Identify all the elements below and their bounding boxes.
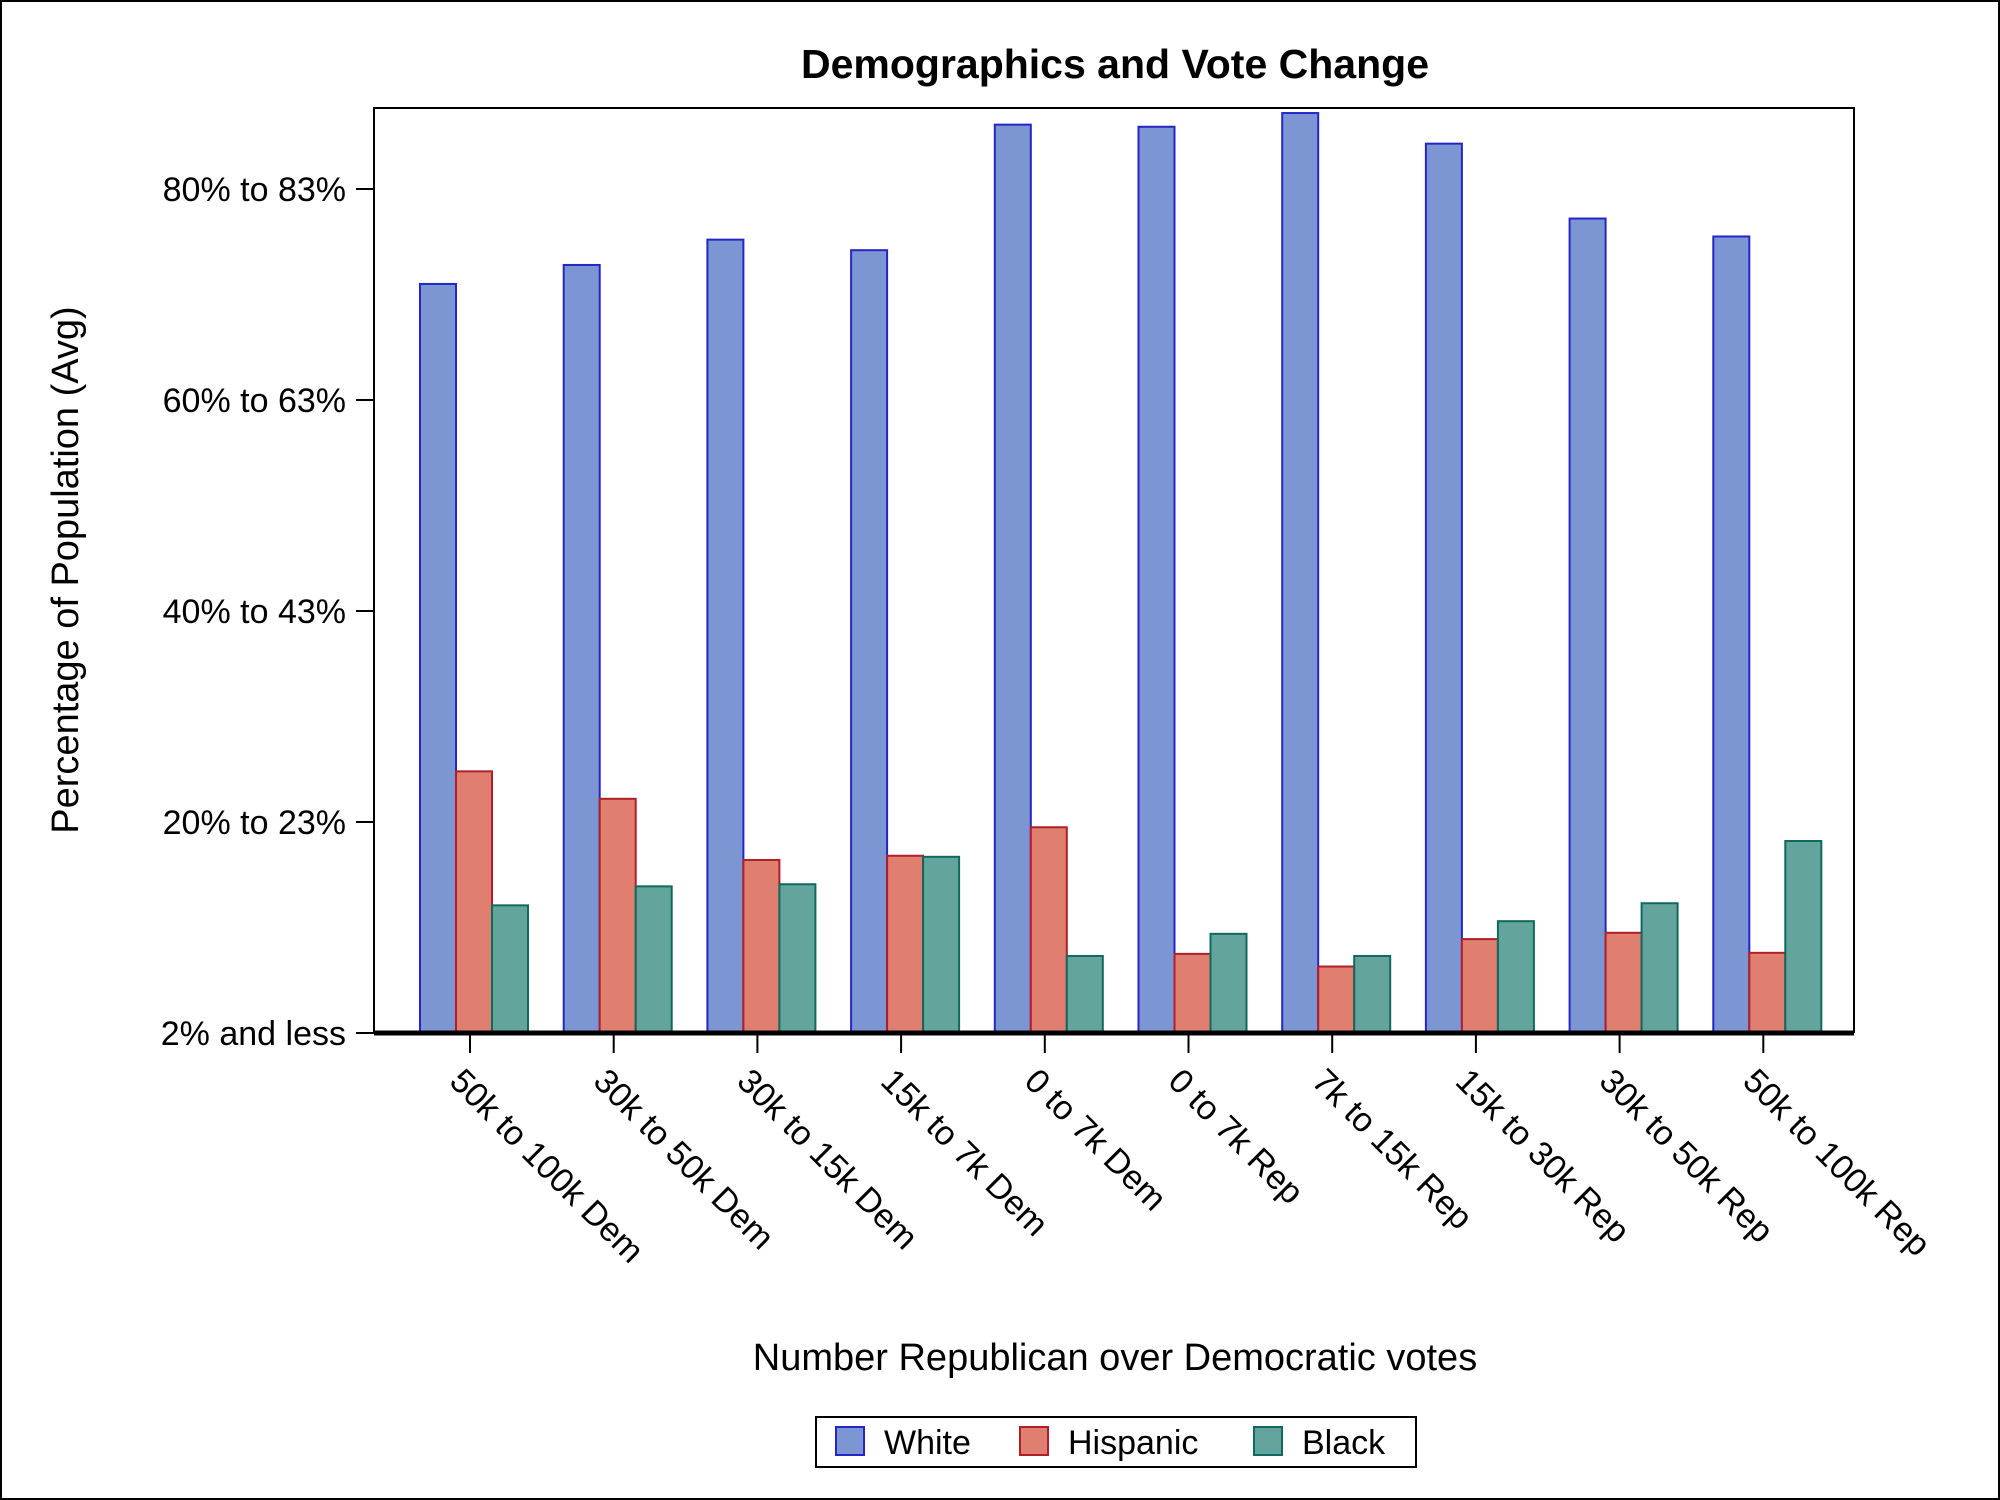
bar-black [1784,839,1823,1034]
bar-white [562,263,601,1034]
y-tick-label: 80% to 83% [163,171,346,209]
bar-black [1209,932,1248,1035]
x-tick-label: 0 to 7k Dem [1017,1062,1173,1218]
bar-hispanic [886,854,925,1035]
y-tick-label: 60% to 63% [163,382,346,420]
bar-hispanic [1173,952,1212,1034]
bar-hispanic [455,770,493,1034]
legend-swatch-black [1253,1426,1283,1456]
chart-title: Demographics and Vote Change [801,41,1429,87]
bar-hispanic [1604,931,1643,1035]
bar-hispanic [1460,938,1499,1034]
legend-label-hispanic: Hispanic [1068,1424,1198,1462]
x-axis-title: Number Republican over Democratic votes [753,1337,1477,1379]
y-axis: 2% and less 20% to 23% 40% to 43% 60% to 63… [161,171,374,1053]
x-tick-label: 0 to 7k Rep [1161,1062,1311,1212]
bar-hispanic [742,858,781,1034]
bar-black [634,885,673,1034]
bar-white [850,249,889,1034]
bar-white [993,123,1032,1034]
bar-white [419,282,457,1034]
bar-black [1496,920,1535,1034]
bar-black [1353,954,1392,1034]
bar-white [1712,235,1751,1035]
y-tick-label: 2% and less [161,1015,346,1053]
bar-hispanic [1029,826,1068,1035]
legend-label-white: White [884,1424,971,1462]
bar-white [706,238,745,1034]
bar-black [1065,954,1104,1034]
legend: White Hispanic Black [815,1416,1417,1468]
bar-hispanic [1317,965,1356,1034]
legend-swatch-white [835,1426,865,1456]
legend-label-black: Black [1302,1424,1386,1462]
y-axis-title: Percentage of Population (Avg) [45,306,87,833]
bar-black [778,883,817,1034]
bar-hispanic [598,797,637,1034]
bar-black [491,904,529,1034]
y-tick-label: 20% to 23% [163,804,346,842]
bar-hispanic [1748,951,1787,1035]
legend-swatch-hispanic [1019,1426,1049,1456]
bar-white [1568,217,1607,1035]
bar-white [1424,142,1463,1034]
bar-white [1137,125,1176,1034]
legend-box [815,1416,1417,1468]
bar-black [922,855,961,1034]
bars-group [419,112,1823,1035]
y-tick-label: 40% to 43% [163,593,346,631]
bar-white [1281,112,1320,1035]
bar-black [1640,902,1679,1034]
